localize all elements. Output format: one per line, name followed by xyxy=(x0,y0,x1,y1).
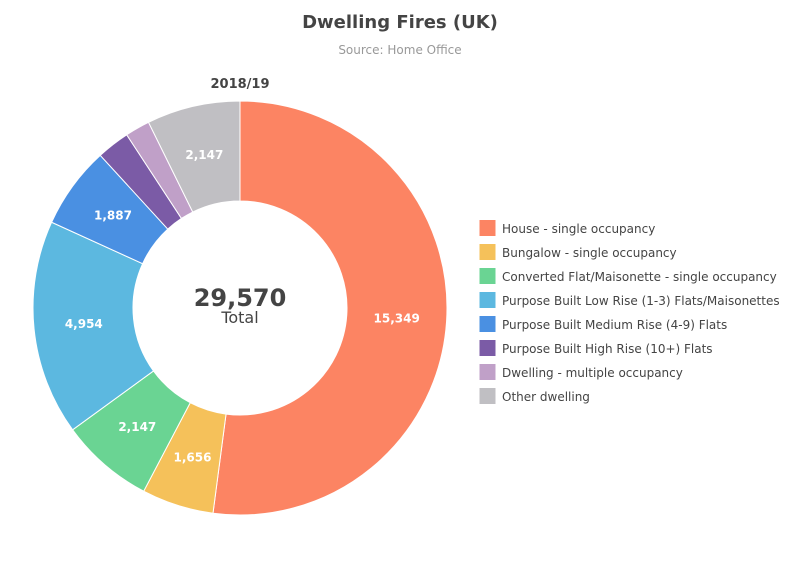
legend-label: House - single occupancy xyxy=(502,222,655,236)
chart-title: Dwelling Fires (UK) xyxy=(302,12,498,33)
period-label: 2018/19 xyxy=(210,77,269,92)
legend-item-purpose-built-high-rise-10-flats[interactable]: Purpose Built High Rise (10+) Flats xyxy=(479,340,713,357)
slice-labels: 15,349 1,656 2,147 4,954 1,887 2,147 xyxy=(65,148,420,465)
legend-swatch xyxy=(479,316,496,332)
legend-item-dwelling-multiple-occupancy[interactable]: Dwelling - multiple occupancy xyxy=(479,364,683,381)
legend-swatch xyxy=(479,364,496,380)
slice-house-single-occupancy[interactable] xyxy=(212,100,448,516)
legend-label: Purpose Built Low Rise (1-3) Flats/Maiso… xyxy=(502,294,780,308)
legend-item-converted-flat-maisonette-single-occupancy[interactable]: Converted Flat/Maisonette - single occup… xyxy=(479,268,777,285)
legend-label: Other dwelling xyxy=(502,390,590,404)
legend-item-purpose-built-low-rise-1-3-flats-maisonettes[interactable]: Purpose Built Low Rise (1-3) Flats/Maiso… xyxy=(479,292,780,309)
slice-value-label: 2,147 xyxy=(118,420,156,434)
slice-value-label: 2,147 xyxy=(185,148,223,162)
center-total-label: Total xyxy=(220,308,258,327)
center-total-value: 29,570 xyxy=(194,284,287,312)
legend-swatch xyxy=(479,244,496,260)
slice-value-label: 15,349 xyxy=(374,311,420,325)
legend-swatch xyxy=(479,220,496,236)
legend-label: Dwelling - multiple occupancy xyxy=(502,366,683,380)
donut-slices xyxy=(32,100,448,516)
legend-item-other-dwelling[interactable]: Other dwelling xyxy=(479,388,590,405)
legend-item-purpose-built-medium-rise-4-9-flats[interactable]: Purpose Built Medium Rise (4-9) Flats xyxy=(479,316,727,333)
legend-swatch xyxy=(479,340,496,356)
legend-swatch xyxy=(479,268,496,284)
slice-value-label: 4,954 xyxy=(65,317,103,331)
slice-other-dwelling[interactable] xyxy=(147,100,241,213)
legend-item-house-single-occupancy[interactable]: House - single occupancy xyxy=(479,220,655,237)
legend-label: Purpose Built High Rise (10+) Flats xyxy=(502,342,713,356)
legend-item-bungalow-single-occupancy[interactable]: Bungalow - single occupancy xyxy=(479,244,677,261)
legend-label: Purpose Built Medium Rise (4-9) Flats xyxy=(502,318,727,332)
legend-label: Bungalow - single occupancy xyxy=(502,246,677,260)
slice-value-label: 1,656 xyxy=(174,451,212,465)
legend: House - single occupancy Bungalow - singl… xyxy=(479,220,780,405)
slice-value-label: 1,887 xyxy=(94,209,132,223)
legend-label: Converted Flat/Maisonette - single occup… xyxy=(502,270,777,284)
slice-purpose-built-low-rise-1-3-flats-maisonettes[interactable] xyxy=(32,221,155,431)
legend-swatch xyxy=(479,292,496,308)
legend-swatch xyxy=(479,388,496,404)
chart-subtitle: Source: Home Office xyxy=(338,43,462,57)
